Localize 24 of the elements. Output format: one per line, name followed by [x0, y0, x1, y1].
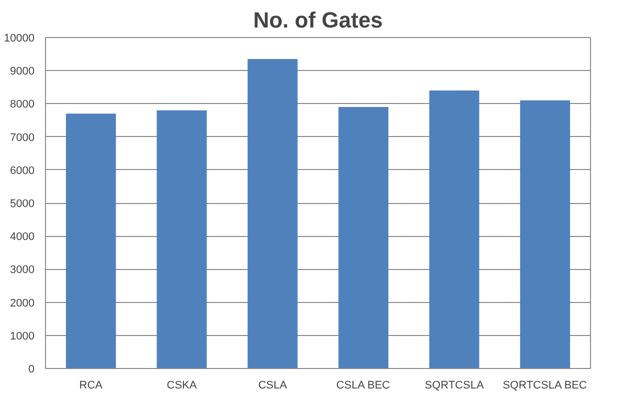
bar — [338, 107, 388, 368]
y-tick-label: 4000 — [10, 231, 35, 244]
y-tick-label: 1000 — [10, 330, 35, 342]
bar — [248, 59, 298, 368]
bar — [520, 100, 570, 368]
x-tick-label: CSLA BEC — [336, 380, 390, 392]
y-tick-label: 10000 — [4, 32, 35, 44]
chart-title: No. of Gates — [253, 8, 383, 32]
x-tick-label: CSLA — [258, 380, 288, 392]
x-tick-label: RCA — [79, 380, 104, 392]
y-tick-label: 2000 — [10, 297, 35, 310]
bar — [429, 90, 480, 368]
x-tick-label: SQRTCSLA — [424, 380, 484, 392]
y-tick-label: 6000 — [10, 164, 35, 177]
x-tick-label: CSKA — [166, 380, 198, 392]
x-tick-label: SQRTCSLA BEC — [502, 380, 587, 392]
bar — [66, 114, 116, 368]
y-tick-label: 5000 — [10, 198, 35, 210]
y-tick-label: 3000 — [10, 264, 35, 276]
y-tick-label: 7000 — [10, 132, 35, 144]
y-tick-label: 0 — [28, 364, 35, 376]
y-tick-label: 9000 — [10, 66, 35, 78]
y-tick-label: 8000 — [10, 98, 35, 111]
bar — [156, 110, 207, 368]
